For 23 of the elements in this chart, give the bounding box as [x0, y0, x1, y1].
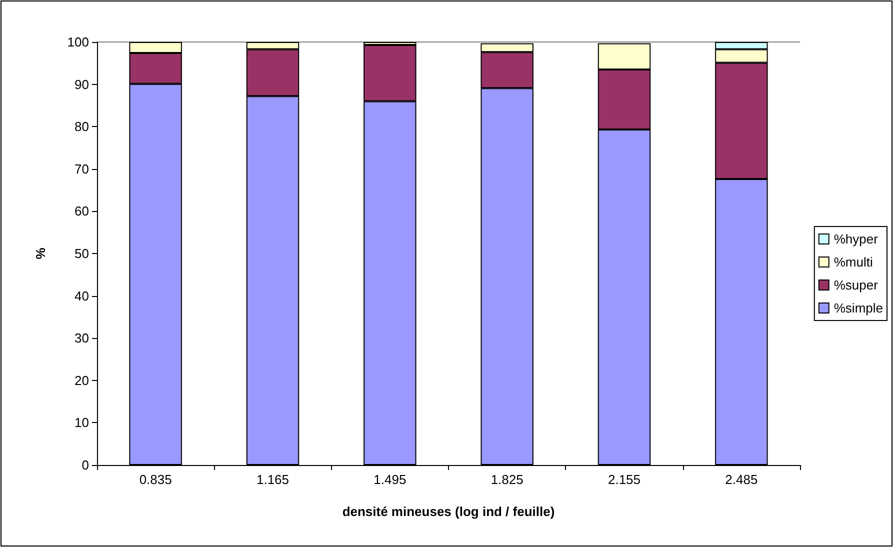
y-tick-label: 70: [74, 161, 89, 176]
y-tick-label: 30: [74, 330, 89, 346]
y-tick-label: 40: [74, 288, 89, 304]
legend-label: %simple: [834, 300, 883, 316]
y-tick-label: 80: [74, 119, 89, 134]
y-tick-label: 50: [74, 246, 89, 261]
x-tick-label: 2.485: [725, 472, 758, 487]
y-tick-label: 100: [67, 34, 89, 50]
legend-label: %hyper: [834, 232, 879, 246]
y-tick-label: 90: [74, 76, 89, 92]
x-axis-title: densité mineuses (log ind / feuille): [342, 504, 555, 519]
x-tick-label: 1.825: [490, 472, 524, 487]
y-axis-title: %: [33, 247, 48, 260]
legend-label: %super: [834, 278, 879, 292]
y-tick-label: 10: [74, 415, 89, 430]
x-tick-label: 1.495: [374, 472, 406, 487]
y-tick-label: 60: [74, 204, 89, 219]
x-tick-label: 0.835: [139, 472, 172, 487]
legend-label: %multi: [834, 254, 873, 270]
y-tick-label: 20: [74, 372, 89, 388]
y-tick-label: 0: [82, 458, 89, 472]
x-tick-label: 1.165: [256, 472, 290, 487]
x-tick-label: 2.155: [608, 472, 641, 487]
